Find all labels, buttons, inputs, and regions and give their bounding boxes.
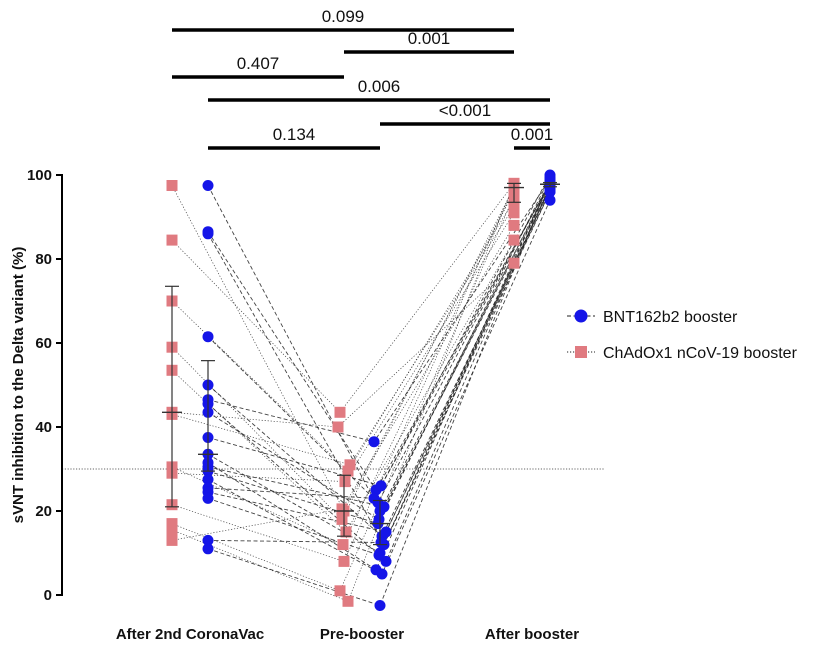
chadox1-point bbox=[342, 465, 354, 477]
chadox1-point bbox=[166, 518, 178, 530]
subject-line bbox=[207, 174, 551, 487]
chadox1-point bbox=[332, 421, 344, 433]
chadox1-point bbox=[337, 539, 349, 551]
x-axis-labels: After 2nd CoronaVac Pre-booster After boos… bbox=[116, 626, 579, 643]
chadox1-point bbox=[344, 459, 356, 471]
subject-line bbox=[207, 181, 551, 556]
p-value-label: 0.099 bbox=[322, 7, 365, 26]
p-value-label: 0.001 bbox=[511, 125, 554, 144]
bnt162b2-point bbox=[376, 568, 388, 580]
chadox1-point bbox=[508, 201, 520, 212]
bnt162b2-point bbox=[375, 537, 387, 548]
legend-marker-circle bbox=[574, 309, 588, 323]
x-tick-label: After 2nd CoronaVac bbox=[116, 626, 264, 643]
p-value-label: <0.001 bbox=[439, 101, 491, 120]
significance-brackets: 0.099 0.001 0.407 0.006 <0.001 0.134 0.001 bbox=[172, 7, 554, 150]
y-axis: 0 20 40 60 80 100 bbox=[27, 167, 63, 604]
x-tick-label: After booster bbox=[485, 626, 579, 643]
y-tick-label: 100 bbox=[27, 167, 52, 184]
chadox1-point bbox=[166, 534, 178, 546]
y-tick-label: 40 bbox=[35, 419, 52, 436]
subject-line bbox=[207, 187, 551, 508]
y-axis-label-group: sVNT inhibition to the Delta variant (%) bbox=[10, 247, 27, 524]
bnt162b2-point bbox=[374, 600, 386, 611]
bnt162b2-point bbox=[380, 555, 392, 567]
bnt162b2-point bbox=[202, 534, 214, 546]
chadox1-point bbox=[508, 257, 520, 269]
chadox1-point bbox=[336, 503, 348, 515]
data-points bbox=[166, 169, 556, 611]
bnt162b2-point bbox=[202, 228, 214, 240]
subject-line bbox=[207, 179, 551, 607]
subject-line bbox=[207, 187, 551, 533]
chadox1-point bbox=[336, 513, 348, 525]
bnt162b2-point bbox=[544, 186, 556, 198]
chadox1-point bbox=[508, 219, 520, 231]
bnt162b2-point bbox=[202, 492, 214, 504]
x-tick-label: Pre-booster bbox=[320, 626, 404, 643]
y-tick-label: 0 bbox=[44, 587, 52, 604]
subject-line bbox=[207, 181, 551, 571]
bnt162b2-point bbox=[368, 436, 380, 448]
y-axis-label: sVNT inhibition to the Delta variant (%) bbox=[10, 247, 27, 524]
subject-line bbox=[171, 185, 515, 512]
subject-line bbox=[171, 200, 515, 472]
chadox1-point bbox=[340, 526, 352, 538]
p-value-label: 0.006 bbox=[358, 77, 401, 96]
subject-line bbox=[171, 183, 515, 602]
chadox1-point bbox=[342, 595, 354, 607]
subject-line bbox=[207, 191, 551, 543]
bnt162b2-point bbox=[202, 331, 214, 343]
p-value-label: 0.407 bbox=[237, 54, 280, 73]
bnt162b2-point bbox=[544, 194, 556, 206]
y-tick-label: 80 bbox=[35, 251, 52, 268]
legend: BNT162b2 booster ChAdOx1 nCoV-19 booster bbox=[567, 309, 798, 362]
chadox1-point bbox=[334, 406, 346, 418]
bnt162b2-point bbox=[202, 180, 214, 191]
bnt162b2-point bbox=[378, 501, 390, 513]
chadox1-point bbox=[338, 555, 350, 567]
p-value-label: 0.001 bbox=[408, 29, 451, 48]
subject-line bbox=[171, 212, 515, 482]
y-tick-label: 20 bbox=[35, 503, 52, 520]
bnt162b2-point bbox=[373, 549, 385, 561]
subject-line bbox=[207, 181, 551, 504]
chadox1-point bbox=[166, 234, 178, 246]
subject-line bbox=[171, 225, 515, 541]
error-bars bbox=[162, 181, 560, 546]
chadox1-point bbox=[334, 585, 346, 597]
legend-label: BNT162b2 booster bbox=[603, 309, 738, 326]
chadox1-point bbox=[508, 234, 520, 246]
legend-marker-square bbox=[575, 346, 587, 358]
chadox1-point bbox=[508, 207, 520, 219]
bnt162b2-point bbox=[544, 173, 556, 185]
chadox1-point bbox=[166, 180, 178, 191]
bnt162b2-point bbox=[202, 474, 214, 485]
subject-lines bbox=[171, 174, 551, 607]
legend-label: ChAdOx1 nCoV-19 booster bbox=[603, 345, 798, 362]
bnt162b2-point bbox=[375, 480, 387, 492]
chadox1-point bbox=[166, 524, 178, 536]
bnt162b2-point bbox=[202, 543, 214, 555]
bnt162b2-point bbox=[380, 526, 392, 538]
subject-line bbox=[207, 185, 551, 512]
bnt162b2-point bbox=[368, 492, 380, 504]
subject-line bbox=[171, 189, 515, 546]
chadox1-point bbox=[339, 476, 351, 488]
y-tick-label: 60 bbox=[35, 335, 52, 352]
p-value-label: 0.134 bbox=[273, 125, 316, 144]
